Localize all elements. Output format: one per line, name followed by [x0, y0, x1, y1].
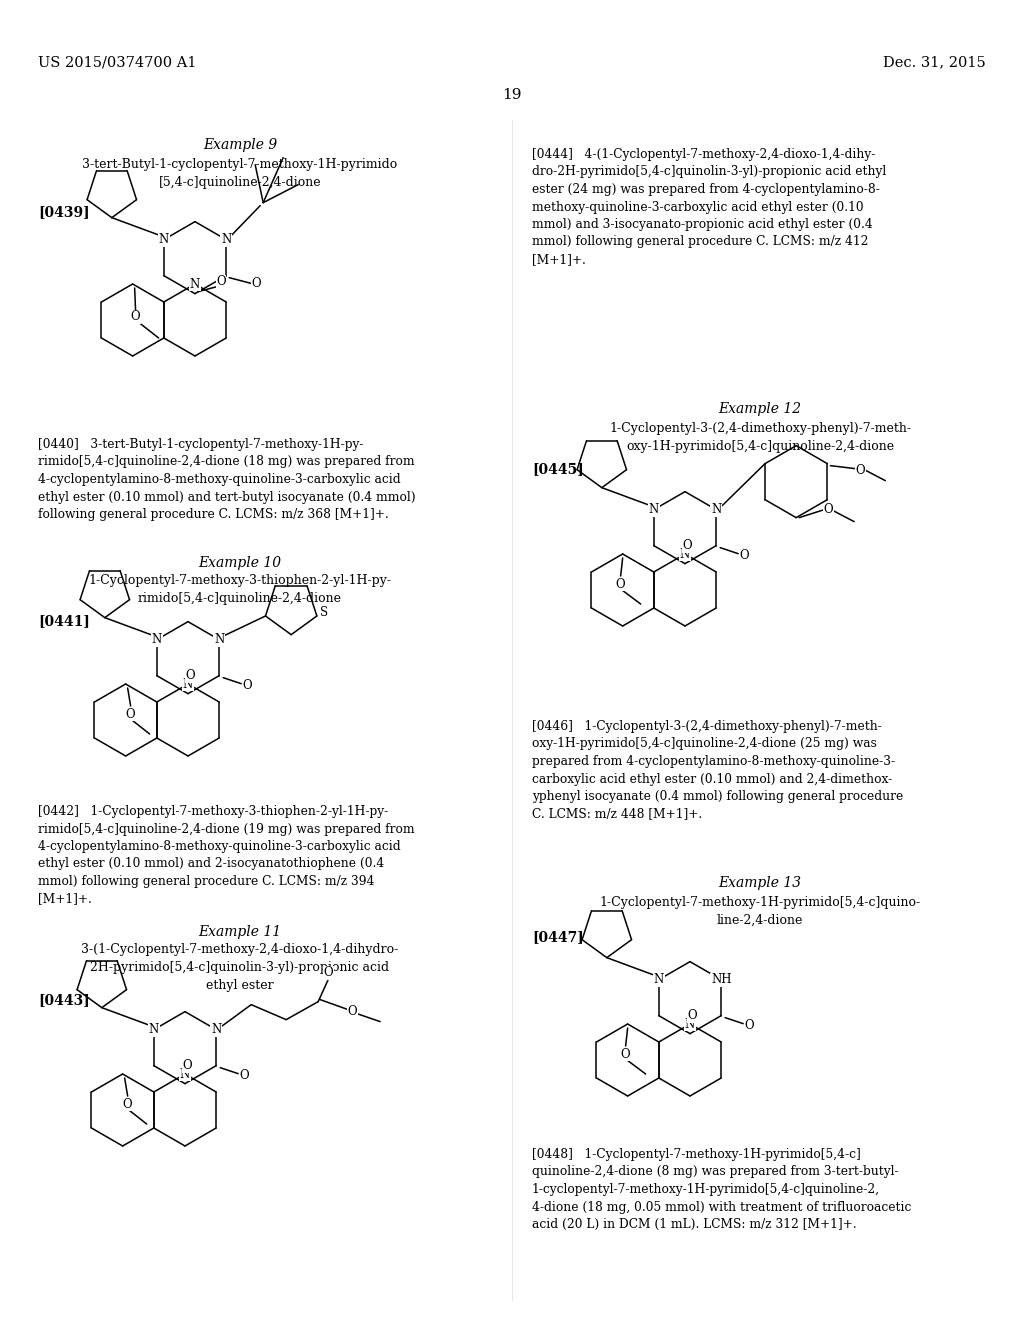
Text: N: N — [214, 634, 224, 647]
Text: Example 12: Example 12 — [719, 403, 802, 416]
Text: O: O — [687, 1010, 696, 1022]
Text: N: N — [221, 234, 231, 246]
Text: Dec. 31, 2015: Dec. 31, 2015 — [884, 55, 986, 69]
Text: [0447]: [0447] — [532, 931, 584, 944]
Text: O: O — [251, 277, 261, 290]
Text: [0440]   3-tert-Butyl-1-cyclopentyl-7-methoxy-1H-py-
rimido[5,4-c]quinoline-2,4-: [0440] 3-tert-Butyl-1-cyclopentyl-7-meth… — [38, 438, 416, 521]
Text: O: O — [615, 578, 626, 590]
Text: [0444]   4-(1-Cyclopentyl-7-methoxy-2,4-dioxo-1,4-dihy-
dro-2H-pyrimido[5,4-c]qu: [0444] 4-(1-Cyclopentyl-7-methoxy-2,4-di… — [532, 148, 886, 267]
Text: 19: 19 — [502, 88, 522, 102]
Text: O: O — [182, 1059, 191, 1072]
Text: Example 11: Example 11 — [199, 925, 282, 939]
Text: N: N — [159, 234, 169, 246]
Text: Example 10: Example 10 — [199, 556, 282, 570]
Text: N: N — [648, 503, 659, 516]
Text: S: S — [321, 606, 329, 619]
Text: Example 13: Example 13 — [719, 876, 802, 890]
Text: 3-tert-Butyl-1-cyclopentyl-7-methoxy-1H-pyrimido
[5,4-c]quinoline-2,4-dione: 3-tert-Butyl-1-cyclopentyl-7-methoxy-1H-… — [82, 158, 397, 189]
Text: N: N — [653, 973, 664, 986]
Text: O: O — [823, 503, 833, 516]
Text: O: O — [739, 549, 749, 562]
Text: N: N — [189, 277, 200, 290]
Text: O: O — [240, 1069, 249, 1082]
Text: [0448]   1-Cyclopentyl-7-methoxy-1H-pyrimido[5,4-c]
quinoline-2,4-dione (8 mg) w: [0448] 1-Cyclopentyl-7-methoxy-1H-pyrimi… — [532, 1148, 911, 1232]
Text: N: N — [152, 634, 162, 647]
Text: O: O — [324, 966, 333, 979]
Text: [0439]: [0439] — [38, 205, 90, 219]
Text: O: O — [744, 1019, 754, 1032]
Text: O: O — [131, 310, 140, 323]
Text: O: O — [123, 1097, 132, 1110]
Text: O: O — [621, 1048, 631, 1060]
Text: 1-Cyclopentyl-7-methoxy-3-thiophen-2-yl-1H-py-
rimido[5,4-c]quinoline-2,4-dione: 1-Cyclopentyl-7-methoxy-3-thiophen-2-yl-… — [88, 574, 391, 605]
Text: 1-Cyclopentyl-3-(2,4-dimethoxy-phenyl)-7-meth-
oxy-1H-pyrimido[5,4-c]quinoline-2: 1-Cyclopentyl-3-(2,4-dimethoxy-phenyl)-7… — [609, 422, 911, 453]
Text: O: O — [347, 1005, 357, 1018]
Text: O: O — [216, 275, 226, 288]
Text: N: N — [711, 503, 721, 516]
Text: 3-(1-Cyclopentyl-7-methoxy-2,4-dioxo-1,4-dihydro-
2H-pyrimido[5,4-c]quinolin-3-y: 3-(1-Cyclopentyl-7-methoxy-2,4-dioxo-1,4… — [81, 942, 398, 993]
Text: NH: NH — [711, 973, 731, 986]
Text: N: N — [680, 548, 690, 561]
Text: [0442]   1-Cyclopentyl-7-methoxy-3-thiophen-2-yl-1H-py-
rimido[5,4-c]quinoline-2: [0442] 1-Cyclopentyl-7-methoxy-3-thiophe… — [38, 805, 415, 906]
Text: O: O — [855, 465, 865, 477]
Text: N: N — [183, 677, 194, 690]
Text: N: N — [180, 1068, 190, 1081]
Text: N: N — [148, 1023, 159, 1036]
Text: N: N — [685, 1018, 695, 1031]
Text: [0446]   1-Cyclopentyl-3-(2,4-dimethoxy-phenyl)-7-meth-
oxy-1H-pyrimido[5,4-c]qu: [0446] 1-Cyclopentyl-3-(2,4-dimethoxy-ph… — [532, 719, 903, 821]
Text: [0445]: [0445] — [532, 462, 584, 477]
Text: O: O — [682, 539, 692, 552]
Text: [0443]: [0443] — [38, 993, 90, 1007]
Text: [0441]: [0441] — [38, 614, 90, 628]
Text: N: N — [211, 1023, 221, 1036]
Text: 1-Cyclopentyl-7-methoxy-1H-pyrimido[5,4-c]quino-
line-2,4-dione: 1-Cyclopentyl-7-methoxy-1H-pyrimido[5,4-… — [599, 896, 921, 927]
Text: O: O — [126, 708, 135, 721]
Text: Example 9: Example 9 — [203, 139, 278, 152]
Text: O: O — [243, 680, 252, 692]
Text: O: O — [185, 669, 195, 682]
Text: US 2015/0374700 A1: US 2015/0374700 A1 — [38, 55, 197, 69]
